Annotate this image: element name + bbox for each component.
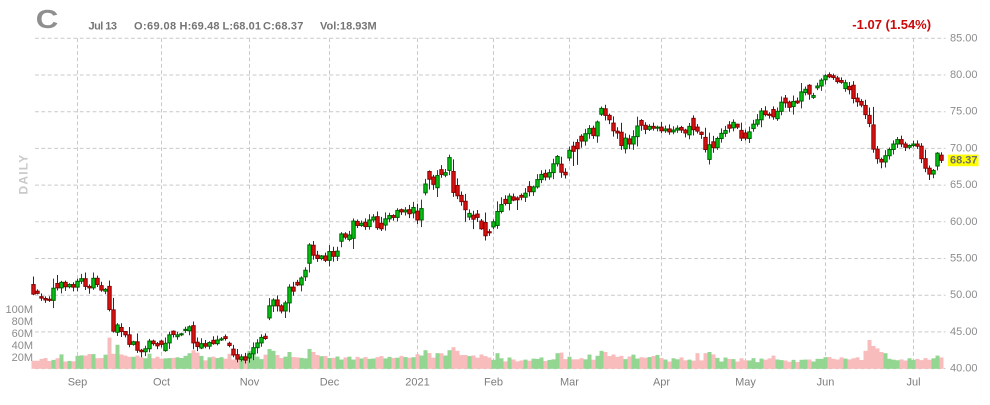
svg-text:Jul 13: Jul 13: [89, 21, 117, 33]
svg-text:50.00: 50.00: [950, 289, 978, 301]
svg-text:Oct: Oct: [153, 377, 170, 389]
svg-text:75.00: 75.00: [950, 106, 978, 118]
svg-text:100M: 100M: [5, 304, 33, 316]
svg-text:68.37: 68.37: [950, 154, 978, 166]
svg-text:Nov: Nov: [240, 377, 260, 389]
svg-text:60.00: 60.00: [950, 216, 978, 228]
svg-text:20M: 20M: [12, 352, 33, 364]
svg-text:70.00: 70.00: [950, 142, 978, 154]
svg-text:65.00: 65.00: [950, 179, 978, 191]
svg-text:Sep: Sep: [68, 377, 88, 389]
svg-text:Vol:18.93M: Vol:18.93M: [320, 21, 377, 33]
svg-text:60M: 60M: [12, 328, 33, 340]
svg-text:DAILY: DAILY: [17, 154, 31, 195]
svg-text:45.00: 45.00: [950, 326, 978, 338]
svg-text:L:68.01: L:68.01: [223, 21, 262, 33]
svg-text:40.00: 40.00: [950, 363, 978, 375]
svg-text:Jul: Jul: [906, 377, 920, 389]
svg-text:40M: 40M: [12, 340, 33, 352]
svg-text:Apr: Apr: [653, 377, 670, 389]
svg-text:Jun: Jun: [817, 377, 835, 389]
svg-text:Feb: Feb: [484, 377, 503, 389]
svg-text:C: C: [36, 5, 59, 34]
svg-text:80M: 80M: [12, 316, 33, 328]
svg-text:Mar: Mar: [560, 377, 579, 389]
svg-text:85.00: 85.00: [950, 32, 978, 44]
svg-text:Dec: Dec: [320, 377, 340, 389]
svg-text:80.00: 80.00: [950, 69, 978, 81]
svg-text:-1.07 (1.54%): -1.07 (1.54%): [852, 17, 931, 32]
svg-text:C:68.37: C:68.37: [263, 21, 304, 33]
svg-text:May: May: [735, 377, 756, 389]
svg-text:55.00: 55.00: [950, 253, 978, 265]
svg-text:H:69.48: H:69.48: [180, 21, 220, 33]
svg-text:2021: 2021: [405, 377, 429, 389]
svg-text:O:69.08: O:69.08: [134, 21, 177, 33]
